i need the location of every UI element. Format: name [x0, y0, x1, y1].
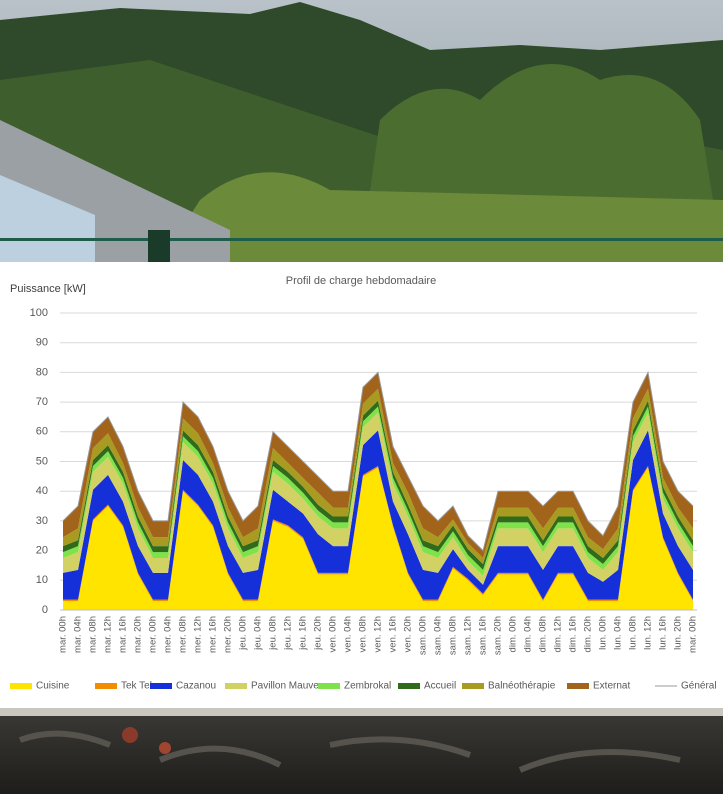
x-tick-label: ven. 00h [328, 616, 339, 652]
y-tick-label: 50 [36, 455, 48, 467]
x-tick-label: mar. 12h [103, 616, 114, 653]
total-line [62, 370, 694, 552]
legend-label: Tek Tek [121, 681, 156, 692]
legend-label: Balnéothérapie [488, 681, 556, 692]
x-tick-label: lun. 12h [643, 616, 654, 650]
y-tick-label: 40 [36, 485, 48, 497]
legend-swatch [150, 683, 172, 689]
x-tick-label: mar. 00h [58, 616, 69, 653]
legend-swatch [462, 683, 484, 689]
photo-background [0, 0, 723, 262]
y-tick-label: 0 [42, 604, 48, 616]
y-tick-label: 60 [36, 426, 48, 438]
x-tick-label: mer. 12h [193, 616, 204, 653]
area [63, 412, 693, 585]
x-tick-label: ven. 08h [358, 616, 369, 652]
y-tick-label: 70 [36, 396, 48, 408]
x-tick-label: lun. 04h [613, 616, 624, 650]
x-tick-label: mer. 16h [208, 616, 219, 653]
x-tick-label: lun. 00h [598, 616, 609, 650]
x-tick-label: mar. 00h [688, 616, 699, 653]
area [63, 467, 693, 610]
y-tick-label: 30 [36, 515, 48, 527]
y-axis-label: Puissance [kW] [10, 283, 86, 295]
x-tick-label: mer. 20h [223, 616, 234, 653]
x-tick-label: jeu. 20h [313, 616, 324, 651]
area [63, 388, 693, 564]
x-tick-label: jeu. 00h [238, 616, 249, 651]
chart-title: Profil de charge hebdomadaire [286, 275, 436, 287]
x-tick-label: mer. 08h [178, 616, 189, 653]
x-tick-label: dim. 00h [508, 616, 519, 652]
legend-swatch [318, 683, 340, 689]
x-tick-label: lun. 20h [673, 616, 684, 650]
x-tick-label: jeu. 16h [298, 616, 309, 651]
x-tick-label: mer. 00h [148, 616, 159, 653]
x-tick-label: ven. 04h [343, 616, 354, 652]
x-tick-label: sam. 16h [478, 616, 489, 655]
legend-swatch [398, 683, 420, 689]
y-tick-label: 20 [36, 545, 48, 557]
area [63, 372, 693, 559]
x-tick-label: sam. 12h [463, 616, 474, 655]
x-tick-label: ven. 16h [388, 616, 399, 652]
x-tick-label: jeu. 04h [253, 616, 264, 651]
x-tick-label: mar. 08h [88, 616, 99, 653]
legend-label: Zembrokal [344, 681, 391, 692]
photo-wall [0, 708, 723, 794]
x-tick-label: dim. 04h [523, 616, 534, 652]
x-tick-label: dim. 20h [583, 616, 594, 652]
x-tick-label: ven. 20h [403, 616, 414, 652]
legend-swatch [10, 683, 32, 689]
x-tick-label: sam. 08h [448, 616, 459, 655]
x-tick-label: lun. 08h [628, 616, 639, 650]
x-tick-label: jeu. 12h [283, 616, 294, 651]
legend-label: Externat [593, 681, 630, 692]
legend-label: Général [681, 681, 717, 692]
legend-label: Cuisine [36, 681, 70, 692]
y-tick-label: 100 [30, 307, 48, 319]
x-tick-label: dim. 12h [553, 616, 564, 652]
legend-label: Accueil [424, 681, 456, 692]
x-tick-label: dim. 08h [538, 616, 549, 652]
x-tick-label: ven. 12h [373, 616, 384, 652]
x-tick-label: mar. 16h [118, 616, 129, 653]
x-tick-label: dim. 16h [568, 616, 579, 652]
area [63, 430, 693, 600]
x-tick-label: sam. 20h [493, 616, 504, 655]
y-tick-label: 90 [36, 337, 48, 349]
legend-label: Cazanou [176, 681, 216, 692]
legend-swatch [95, 683, 117, 689]
x-tick-label: sam. 04h [433, 616, 444, 655]
x-tick-label: mar. 04h [73, 616, 84, 653]
x-tick-label: mer. 04h [163, 616, 174, 653]
legend-label: Pavillon Mauve [251, 681, 319, 692]
x-tick-label: lun. 16h [658, 616, 669, 650]
y-tick-label: 10 [36, 574, 48, 586]
legend-swatch [567, 683, 589, 689]
x-tick-label: mar. 20h [133, 616, 144, 653]
y-tick-label: 80 [36, 366, 48, 378]
x-tick-label: jeu. 08h [268, 616, 279, 651]
legend-swatch [225, 683, 247, 689]
x-tick-label: sam. 00h [418, 616, 429, 655]
